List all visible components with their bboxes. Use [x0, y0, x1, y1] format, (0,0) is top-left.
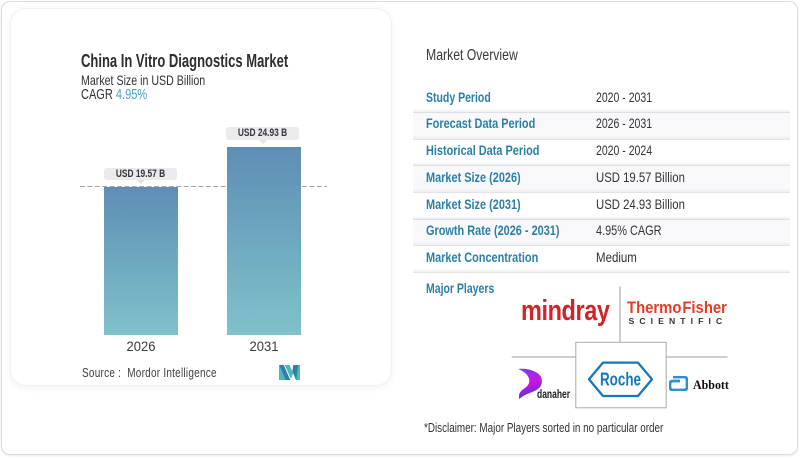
svg-text:Roche: Roche [600, 368, 641, 389]
